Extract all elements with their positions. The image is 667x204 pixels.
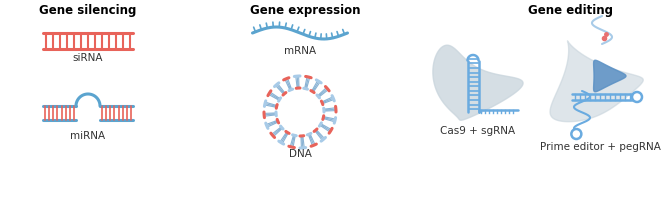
Polygon shape (550, 41, 643, 122)
Polygon shape (276, 88, 324, 136)
Text: DNA: DNA (289, 149, 311, 159)
Text: Gene expression: Gene expression (249, 4, 360, 17)
Text: Gene silencing: Gene silencing (39, 4, 137, 17)
Polygon shape (594, 60, 626, 92)
Text: siRNA: siRNA (73, 53, 103, 63)
Polygon shape (433, 45, 523, 120)
Text: Prime editor + pegRNA: Prime editor + pegRNA (540, 142, 660, 152)
Circle shape (632, 92, 642, 102)
Text: Cas9 + sgRNA: Cas9 + sgRNA (440, 126, 516, 136)
Text: miRNA: miRNA (71, 131, 105, 141)
Circle shape (572, 129, 582, 139)
Text: Gene editing: Gene editing (528, 4, 612, 17)
Text: mRNA: mRNA (284, 46, 316, 56)
